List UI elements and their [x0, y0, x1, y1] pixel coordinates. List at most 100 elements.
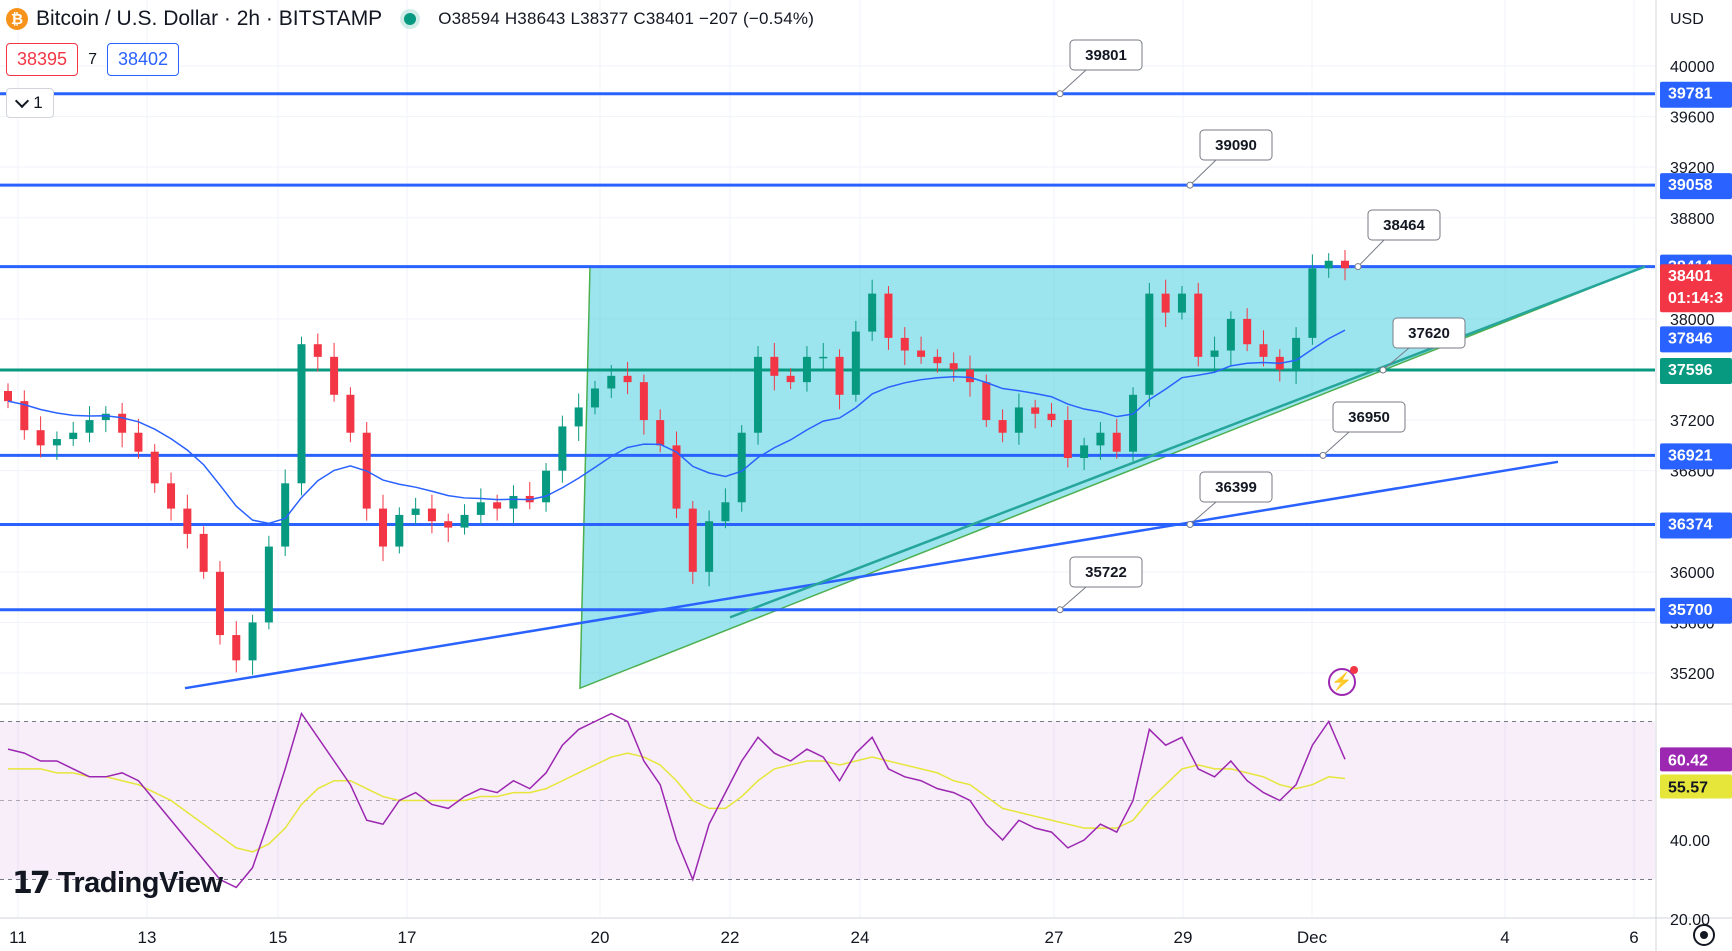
- callout-pointer: [1382, 347, 1410, 371]
- candle-body: [476, 502, 485, 515]
- candle-body: [313, 344, 322, 357]
- callout-box: [1367, 209, 1441, 241]
- last-price-tag: 38401 01:14:3: [1660, 264, 1732, 313]
- candle: [330, 342, 339, 402]
- time-tick-label: 13: [138, 928, 157, 947]
- candle: [281, 469, 290, 557]
- candle-body: [835, 356, 844, 395]
- time-tick-label: 24: [851, 928, 870, 947]
- candle: [215, 561, 224, 645]
- candle: [737, 425, 746, 512]
- candle-body: [558, 426, 567, 471]
- candle: [1129, 387, 1138, 462]
- candle: [835, 349, 844, 410]
- rsi-value-tag: 60.42: [1660, 747, 1732, 772]
- candle-body: [118, 413, 127, 433]
- candle-body: [1129, 394, 1138, 452]
- candle: [167, 472, 176, 521]
- candle: [427, 494, 436, 534]
- candle-body: [949, 363, 958, 370]
- candle-body: [1096, 432, 1105, 446]
- time-tick-label: 6: [1629, 928, 1638, 947]
- candle: [542, 463, 551, 512]
- candle: [183, 494, 192, 549]
- callout-box: [1069, 39, 1143, 71]
- candle: [313, 333, 322, 372]
- candle: [264, 535, 273, 630]
- candle-body: [917, 350, 926, 357]
- time-tick-label: 4: [1500, 928, 1509, 947]
- candle: [1047, 403, 1056, 428]
- bitcoin-icon: ₿: [6, 8, 28, 30]
- candle: [672, 431, 681, 519]
- candle: [884, 286, 893, 350]
- callout-box: [1069, 556, 1143, 588]
- callout-anchor: [1186, 521, 1194, 529]
- candle-body: [884, 293, 893, 338]
- candle: [101, 406, 110, 433]
- rsi-ma-line: [8, 752, 1346, 853]
- level-price-tag-text: 36374: [1668, 517, 1713, 534]
- callout-anchor: [1379, 366, 1387, 374]
- price-tick-label: 39200: [1670, 160, 1715, 177]
- candle-body: [982, 382, 991, 421]
- candle: [770, 342, 779, 391]
- indicators-toggle-button[interactable]: 1: [6, 88, 54, 118]
- candle-body: [1259, 344, 1268, 357]
- candle-body: [1324, 260, 1333, 269]
- bid-ask-panel: 38395 7 38402: [6, 43, 180, 76]
- ma-price-tag: 37846: [1660, 326, 1732, 353]
- candle-body: [4, 390, 12, 402]
- candle: [590, 380, 599, 415]
- callout-anchor: [1056, 90, 1064, 98]
- candle-body: [1210, 350, 1219, 357]
- candle: [1112, 418, 1121, 459]
- callout-value: 35722: [1085, 564, 1127, 581]
- level-price-tag-bg: [1660, 597, 1732, 624]
- price-tick-label: 39600: [1670, 110, 1715, 127]
- candle: [4, 383, 12, 409]
- candle: [802, 346, 811, 392]
- candle-body: [444, 521, 453, 528]
- candle: [460, 504, 469, 535]
- candle: [754, 346, 763, 445]
- candle-body: [721, 502, 730, 522]
- candle-body: [542, 470, 551, 503]
- candle-body: [69, 432, 78, 440]
- candle-body: [20, 401, 29, 431]
- callout-anchor: [1056, 606, 1064, 614]
- candle: [705, 510, 714, 587]
- candle-body: [1047, 413, 1056, 421]
- rsi-value-tag-text: 60.42: [1668, 752, 1708, 769]
- candle-body: [1063, 420, 1072, 459]
- callout-pointer: [1059, 586, 1087, 611]
- candle-body: [574, 407, 583, 427]
- callout-box: [1392, 317, 1466, 349]
- callout-value: 36950: [1348, 409, 1390, 426]
- price-callout: 37620: [1379, 317, 1466, 374]
- candle-body: [851, 331, 860, 395]
- price-tick-label: 37200: [1670, 413, 1715, 430]
- buy-price-button[interactable]: 38402: [106, 43, 180, 76]
- candle: [965, 355, 974, 397]
- candle: [1014, 393, 1023, 445]
- candle-body: [395, 514, 404, 547]
- lightning-icon[interactable]: ⚡: [1328, 666, 1358, 696]
- gear-icon[interactable]: [1693, 924, 1715, 946]
- symbol-header: ₿ Bitcoin / U.S. Dollar · 2h · BITSTAMP …: [6, 4, 814, 34]
- candle: [297, 336, 306, 496]
- level-price-tag-text: 37596: [1668, 362, 1713, 379]
- candle: [1308, 254, 1317, 345]
- rsi-tick-label: 40.00: [1670, 833, 1710, 850]
- candle-body: [264, 546, 273, 623]
- candle: [509, 485, 518, 524]
- candle: [85, 406, 94, 443]
- sell-price-button[interactable]: 38395: [6, 43, 79, 76]
- rsi-ma-value-tag: 55.57: [1660, 774, 1732, 799]
- candle-body: [183, 508, 192, 534]
- symbol-title[interactable]: Bitcoin / U.S. Dollar · 2h · BITSTAMP: [36, 7, 383, 30]
- candle-body: [36, 430, 45, 446]
- candle: [982, 374, 991, 428]
- candle: [395, 507, 404, 554]
